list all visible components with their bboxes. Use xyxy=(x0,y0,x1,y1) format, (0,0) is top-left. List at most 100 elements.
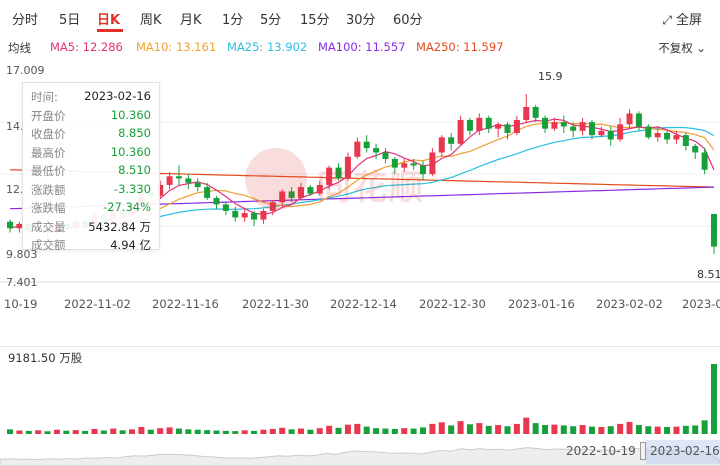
candle[interactable] xyxy=(307,184,314,196)
candle[interactable] xyxy=(420,161,427,181)
candle[interactable] xyxy=(588,119,595,140)
volume-bar[interactable] xyxy=(448,425,455,434)
volume-bar[interactable] xyxy=(682,425,689,434)
candle[interactable] xyxy=(344,152,351,181)
volume-chart[interactable] xyxy=(0,360,720,436)
volume-bar[interactable] xyxy=(626,421,633,434)
candle[interactable] xyxy=(269,200,276,216)
navigator-selection[interactable] xyxy=(646,440,720,464)
tab-15min[interactable]: 15分 xyxy=(300,13,330,28)
candle[interactable] xyxy=(532,104,539,123)
volume-bar[interactable] xyxy=(288,429,295,434)
candle[interactable] xyxy=(654,128,661,142)
volume-bar[interactable] xyxy=(241,430,248,434)
tab-30min[interactable]: 30分 xyxy=(346,13,376,28)
candle[interactable] xyxy=(711,213,717,254)
tab-1min[interactable]: 1分 xyxy=(222,13,244,28)
date-navigator[interactable]: 2022-10-19 2023-02-16 xyxy=(0,438,720,466)
volume-bar[interactable] xyxy=(363,426,370,434)
volume-bar[interactable] xyxy=(466,424,473,434)
candle[interactable] xyxy=(560,115,567,133)
volume-bar[interactable] xyxy=(373,428,380,434)
candle[interactable] xyxy=(232,206,239,222)
candle[interactable] xyxy=(410,158,417,170)
volume-bar[interactable] xyxy=(476,423,483,434)
tab-weekly-k[interactable]: 周K xyxy=(140,13,162,28)
tab-60min[interactable]: 60分 xyxy=(393,13,423,28)
volume-bar[interactable] xyxy=(100,430,107,435)
volume-bar[interactable] xyxy=(53,429,60,434)
volume-bar[interactable] xyxy=(129,429,136,434)
volume-bar[interactable] xyxy=(110,428,117,434)
volume-bar[interactable] xyxy=(194,429,201,434)
candle[interactable] xyxy=(204,182,211,201)
volume-bar[interactable] xyxy=(297,428,304,434)
candle[interactable] xyxy=(213,195,220,209)
candle[interactable] xyxy=(523,94,530,123)
volume-bar[interactable] xyxy=(607,426,614,434)
candle[interactable] xyxy=(635,111,642,131)
candle[interactable] xyxy=(335,163,342,181)
volume-bar[interactable] xyxy=(147,429,154,434)
tab-fenshi[interactable]: 分时 xyxy=(12,13,39,28)
volume-bar[interactable] xyxy=(551,424,558,434)
candle[interactable] xyxy=(363,135,370,153)
candle[interactable] xyxy=(542,115,549,133)
volume-bar[interactable] xyxy=(185,429,192,434)
candle[interactable] xyxy=(157,180,164,198)
volume-bar[interactable] xyxy=(532,423,539,434)
volume-bar[interactable] xyxy=(711,364,717,434)
volume-bar[interactable] xyxy=(579,425,586,434)
candle[interactable] xyxy=(626,109,633,129)
volume-bar[interactable] xyxy=(222,430,229,434)
volume-bar[interactable] xyxy=(354,423,361,434)
volume-bar[interactable] xyxy=(673,426,680,434)
candle[interactable] xyxy=(7,219,13,233)
volume-bar[interactable] xyxy=(175,428,182,434)
candle[interactable] xyxy=(682,132,689,151)
volume-bar[interactable] xyxy=(63,430,70,434)
tab-5day[interactable]: 5日 xyxy=(59,13,81,28)
navigator-left-handle[interactable] xyxy=(640,442,646,460)
candle[interactable] xyxy=(16,221,23,233)
volume-bar[interactable] xyxy=(420,427,427,434)
candle[interactable] xyxy=(504,122,511,140)
candle[interactable] xyxy=(354,137,361,159)
volume-bar[interactable] xyxy=(635,425,642,434)
candle[interactable] xyxy=(495,122,502,138)
candle[interactable] xyxy=(373,143,380,159)
candle[interactable] xyxy=(466,117,473,136)
volume-bar[interactable] xyxy=(485,425,492,434)
candle[interactable] xyxy=(279,189,286,207)
volume-bar[interactable] xyxy=(513,423,520,434)
volume-bar[interactable] xyxy=(617,423,624,434)
candle[interactable] xyxy=(448,132,455,151)
candle[interactable] xyxy=(673,130,680,144)
volume-bar[interactable] xyxy=(119,430,126,434)
tab-monthly-k[interactable]: 月K xyxy=(180,13,202,28)
volume-bar[interactable] xyxy=(25,430,32,434)
volume-bar[interactable] xyxy=(542,425,549,434)
volume-bar[interactable] xyxy=(307,429,314,434)
candle[interactable] xyxy=(476,113,483,136)
volume-bar[interactable] xyxy=(316,428,323,434)
candle[interactable] xyxy=(175,165,182,185)
candle[interactable] xyxy=(288,187,295,203)
volume-bar[interactable] xyxy=(382,428,389,434)
volume-bar[interactable] xyxy=(410,428,417,434)
candle[interactable] xyxy=(297,182,304,201)
volume-bar[interactable] xyxy=(391,428,398,434)
volume-bar[interactable] xyxy=(157,428,164,434)
volume-bar[interactable] xyxy=(35,430,42,434)
volume-bar[interactable] xyxy=(72,430,79,434)
volume-bar[interactable] xyxy=(438,422,445,434)
volume-bar[interactable] xyxy=(429,423,436,434)
volume-bar[interactable] xyxy=(654,426,661,434)
candle[interactable] xyxy=(485,115,492,133)
volume-bar[interactable] xyxy=(82,430,89,434)
volume-bar[interactable] xyxy=(570,426,577,434)
volume-bar[interactable] xyxy=(664,427,671,434)
volume-bar[interactable] xyxy=(260,429,267,434)
candle[interactable] xyxy=(617,117,624,142)
volume-bar[interactable] xyxy=(204,430,211,434)
